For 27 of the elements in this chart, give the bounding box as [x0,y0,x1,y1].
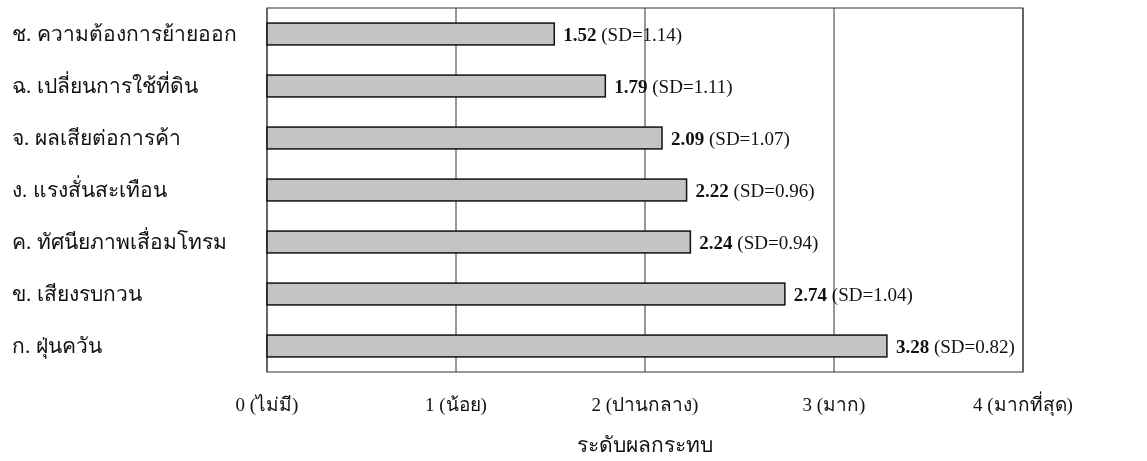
bar [266,126,663,150]
x-tick-label: 1 (น้อย) [425,393,487,416]
y-tick-label: ง. แรงสั่นสะเทือน [12,175,167,202]
bar [266,178,688,202]
data-label: 2.22 (SD=0.96) [695,179,815,202]
y-tick-label: ก. ฝุ่นควัน [12,334,102,359]
data-label: 2.74 (SD=1.04) [793,283,913,306]
data-label: 1.79 (SD=1.11) [614,75,733,98]
y-tick-label: ช. ความต้องการย้ายออก [12,22,237,46]
bar [266,282,786,306]
y-tick-label: ค. ทัศนียภาพเสื่อมโทรม [12,227,227,254]
x-tick-label: 2 (ปานกลาง) [591,393,699,416]
x-tick-label: 4 (มากที่สุด) [973,390,1073,417]
x-tick-label: 3 (มาก) [802,393,866,416]
bar [266,334,888,358]
data-label: 1.52 (SD=1.14) [563,23,683,46]
x-tick-label: 0 (ไม่มี) [235,393,299,416]
bar [266,22,556,46]
data-label: 2.09 (SD=1.07) [671,127,790,150]
data-label: 3.28 (SD=0.82) [895,335,1015,358]
data-label: 2.24 (SD=0.94) [699,231,819,254]
y-tick-label: ฉ. เปลี่ยนการใช้ที่ดิน [12,71,198,98]
x-axis-title: ระดับผลกระทบ [577,433,713,457]
bar [266,74,607,98]
y-tick-label: ข. เสียงรบกวน [12,282,142,306]
y-tick-label: จ. ผลเสียต่อการค้า [12,126,181,150]
bar [266,230,692,254]
